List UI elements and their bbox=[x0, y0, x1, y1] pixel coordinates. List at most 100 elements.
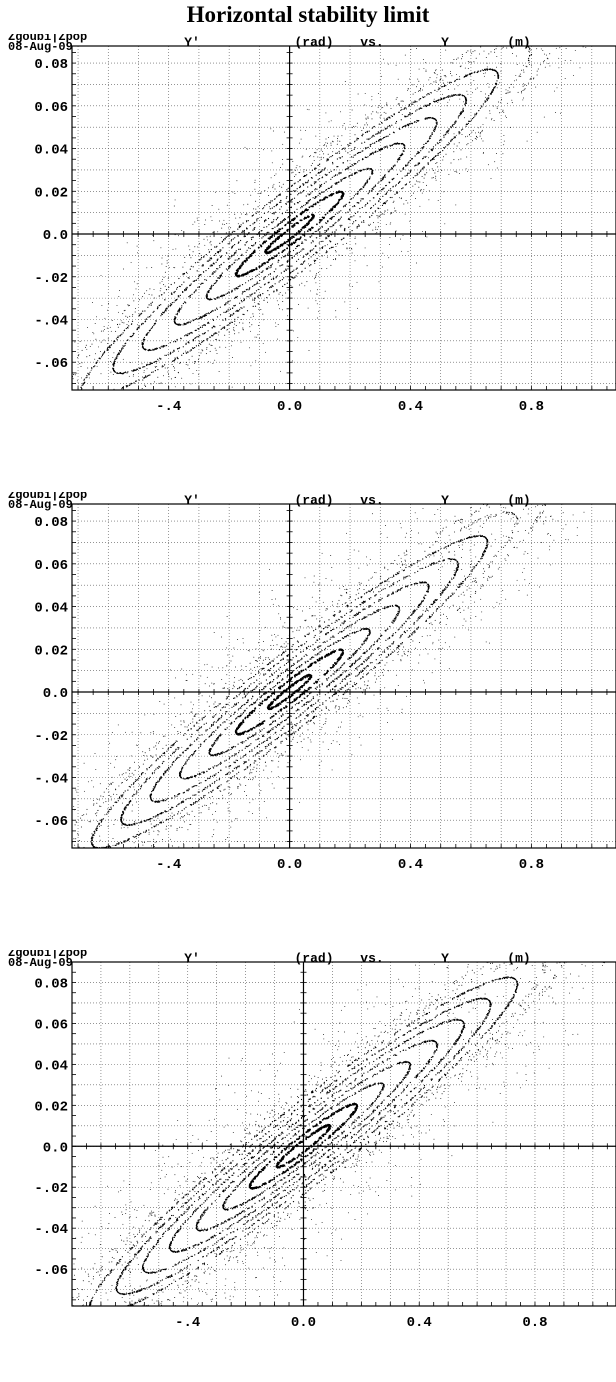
halo-point bbox=[448, 142, 449, 144]
orbit-point bbox=[295, 174, 297, 176]
orbit-point bbox=[83, 378, 85, 380]
orbit-point bbox=[450, 140, 452, 143]
orbit-point bbox=[291, 212, 293, 214]
orbit-point bbox=[229, 314, 232, 316]
orbit-point bbox=[311, 191, 313, 193]
orbit-point bbox=[148, 332, 150, 334]
orbit-point bbox=[295, 275, 297, 277]
orbit-point bbox=[275, 268, 277, 270]
orbit-point bbox=[195, 279, 197, 281]
orbit-point bbox=[521, 92, 522, 94]
orbit-point bbox=[332, 224, 334, 227]
halo-point bbox=[483, 73, 485, 74]
orbit-point bbox=[453, 151, 455, 153]
halo-point bbox=[130, 361, 132, 363]
halo-point bbox=[142, 400, 143, 401]
orbit-point bbox=[84, 418, 85, 419]
orbit-point bbox=[30, 411, 31, 412]
orbit-point bbox=[314, 168, 316, 170]
orbit-point bbox=[61, 386, 62, 387]
halo-point bbox=[487, 83, 489, 85]
orbit-point bbox=[117, 336, 119, 339]
orbit-point bbox=[95, 362, 97, 364]
orbit-point bbox=[264, 221, 266, 223]
halo-point bbox=[303, 169, 305, 171]
orbit-point bbox=[334, 243, 337, 245]
orbit-point bbox=[378, 132, 380, 134]
orbit-point bbox=[356, 137, 358, 139]
orbit-point bbox=[266, 232, 268, 234]
orbit-point bbox=[367, 117, 369, 119]
halo-point bbox=[240, 213, 242, 215]
orbit-point bbox=[266, 297, 268, 299]
orbit-point bbox=[321, 247, 323, 249]
orbit-point bbox=[307, 215, 310, 218]
orbit-point bbox=[16, 442, 17, 443]
orbit-point bbox=[157, 369, 159, 371]
halo-point bbox=[186, 272, 188, 274]
orbit-point bbox=[359, 216, 361, 218]
orbit-point bbox=[496, 38, 497, 39]
orbit-point bbox=[267, 258, 270, 261]
orbit-point bbox=[357, 191, 359, 193]
orbit-point bbox=[281, 220, 284, 222]
orbit-point bbox=[251, 238, 253, 241]
orbit-point bbox=[315, 245, 317, 247]
orbit-point bbox=[280, 206, 282, 208]
orbit-point bbox=[338, 254, 340, 256]
orbit-point bbox=[338, 171, 340, 174]
orbit-point bbox=[277, 252, 280, 255]
orbit-point bbox=[394, 164, 396, 166]
orbit-point bbox=[142, 322, 144, 324]
orbit-point bbox=[136, 327, 138, 329]
orbit-point bbox=[307, 186, 309, 188]
orbit-point bbox=[214, 282, 216, 284]
orbit-point bbox=[318, 221, 321, 224]
halo-point bbox=[168, 266, 170, 268]
orbit-point bbox=[418, 151, 420, 154]
orbit-point bbox=[66, 437, 67, 438]
orbit-point bbox=[379, 216, 381, 217]
orbit-point bbox=[330, 144, 332, 146]
orbit-point bbox=[530, 77, 532, 79]
orbit-point bbox=[219, 346, 221, 348]
orbit-point bbox=[64, 424, 65, 425]
orbit-point bbox=[189, 254, 190, 256]
orbit-point bbox=[198, 358, 200, 360]
halo-point bbox=[500, 70, 502, 72]
orbit-point bbox=[184, 324, 186, 326]
halo-point bbox=[483, 43, 484, 44]
orbit-point bbox=[425, 118, 427, 120]
orbit-point bbox=[435, 126, 437, 128]
orbit-point bbox=[194, 337, 196, 339]
orbit-point bbox=[84, 397, 85, 398]
halo-point bbox=[167, 386, 169, 388]
orbit-point bbox=[194, 347, 196, 349]
orbit-point bbox=[269, 237, 271, 240]
orbit-point bbox=[443, 134, 445, 136]
orbit-point bbox=[205, 279, 208, 281]
orbit-point bbox=[86, 376, 88, 378]
orbit-point bbox=[347, 167, 349, 170]
orbit-point bbox=[412, 185, 414, 187]
orbit-point bbox=[156, 307, 159, 309]
orbit-point bbox=[306, 224, 308, 227]
orbit-point bbox=[235, 296, 237, 299]
halo-point bbox=[481, 138, 483, 140]
orbit-point bbox=[367, 146, 369, 148]
orbit-point bbox=[439, 151, 441, 153]
orbit-point bbox=[270, 257, 273, 260]
orbit-point bbox=[268, 231, 270, 233]
halo-point bbox=[430, 159, 432, 161]
halo-point bbox=[503, 140, 505, 142]
orbit-point bbox=[479, 107, 481, 109]
orbit-point bbox=[337, 212, 339, 214]
orbit-point bbox=[174, 321, 176, 323]
orbit-point bbox=[420, 170, 422, 172]
orbit-point bbox=[263, 240, 266, 243]
orbit-point bbox=[237, 275, 239, 277]
orbit-point bbox=[490, 69, 492, 71]
orbit-point bbox=[221, 227, 223, 229]
orbit-point bbox=[273, 206, 275, 208]
orbit-point bbox=[337, 201, 340, 204]
